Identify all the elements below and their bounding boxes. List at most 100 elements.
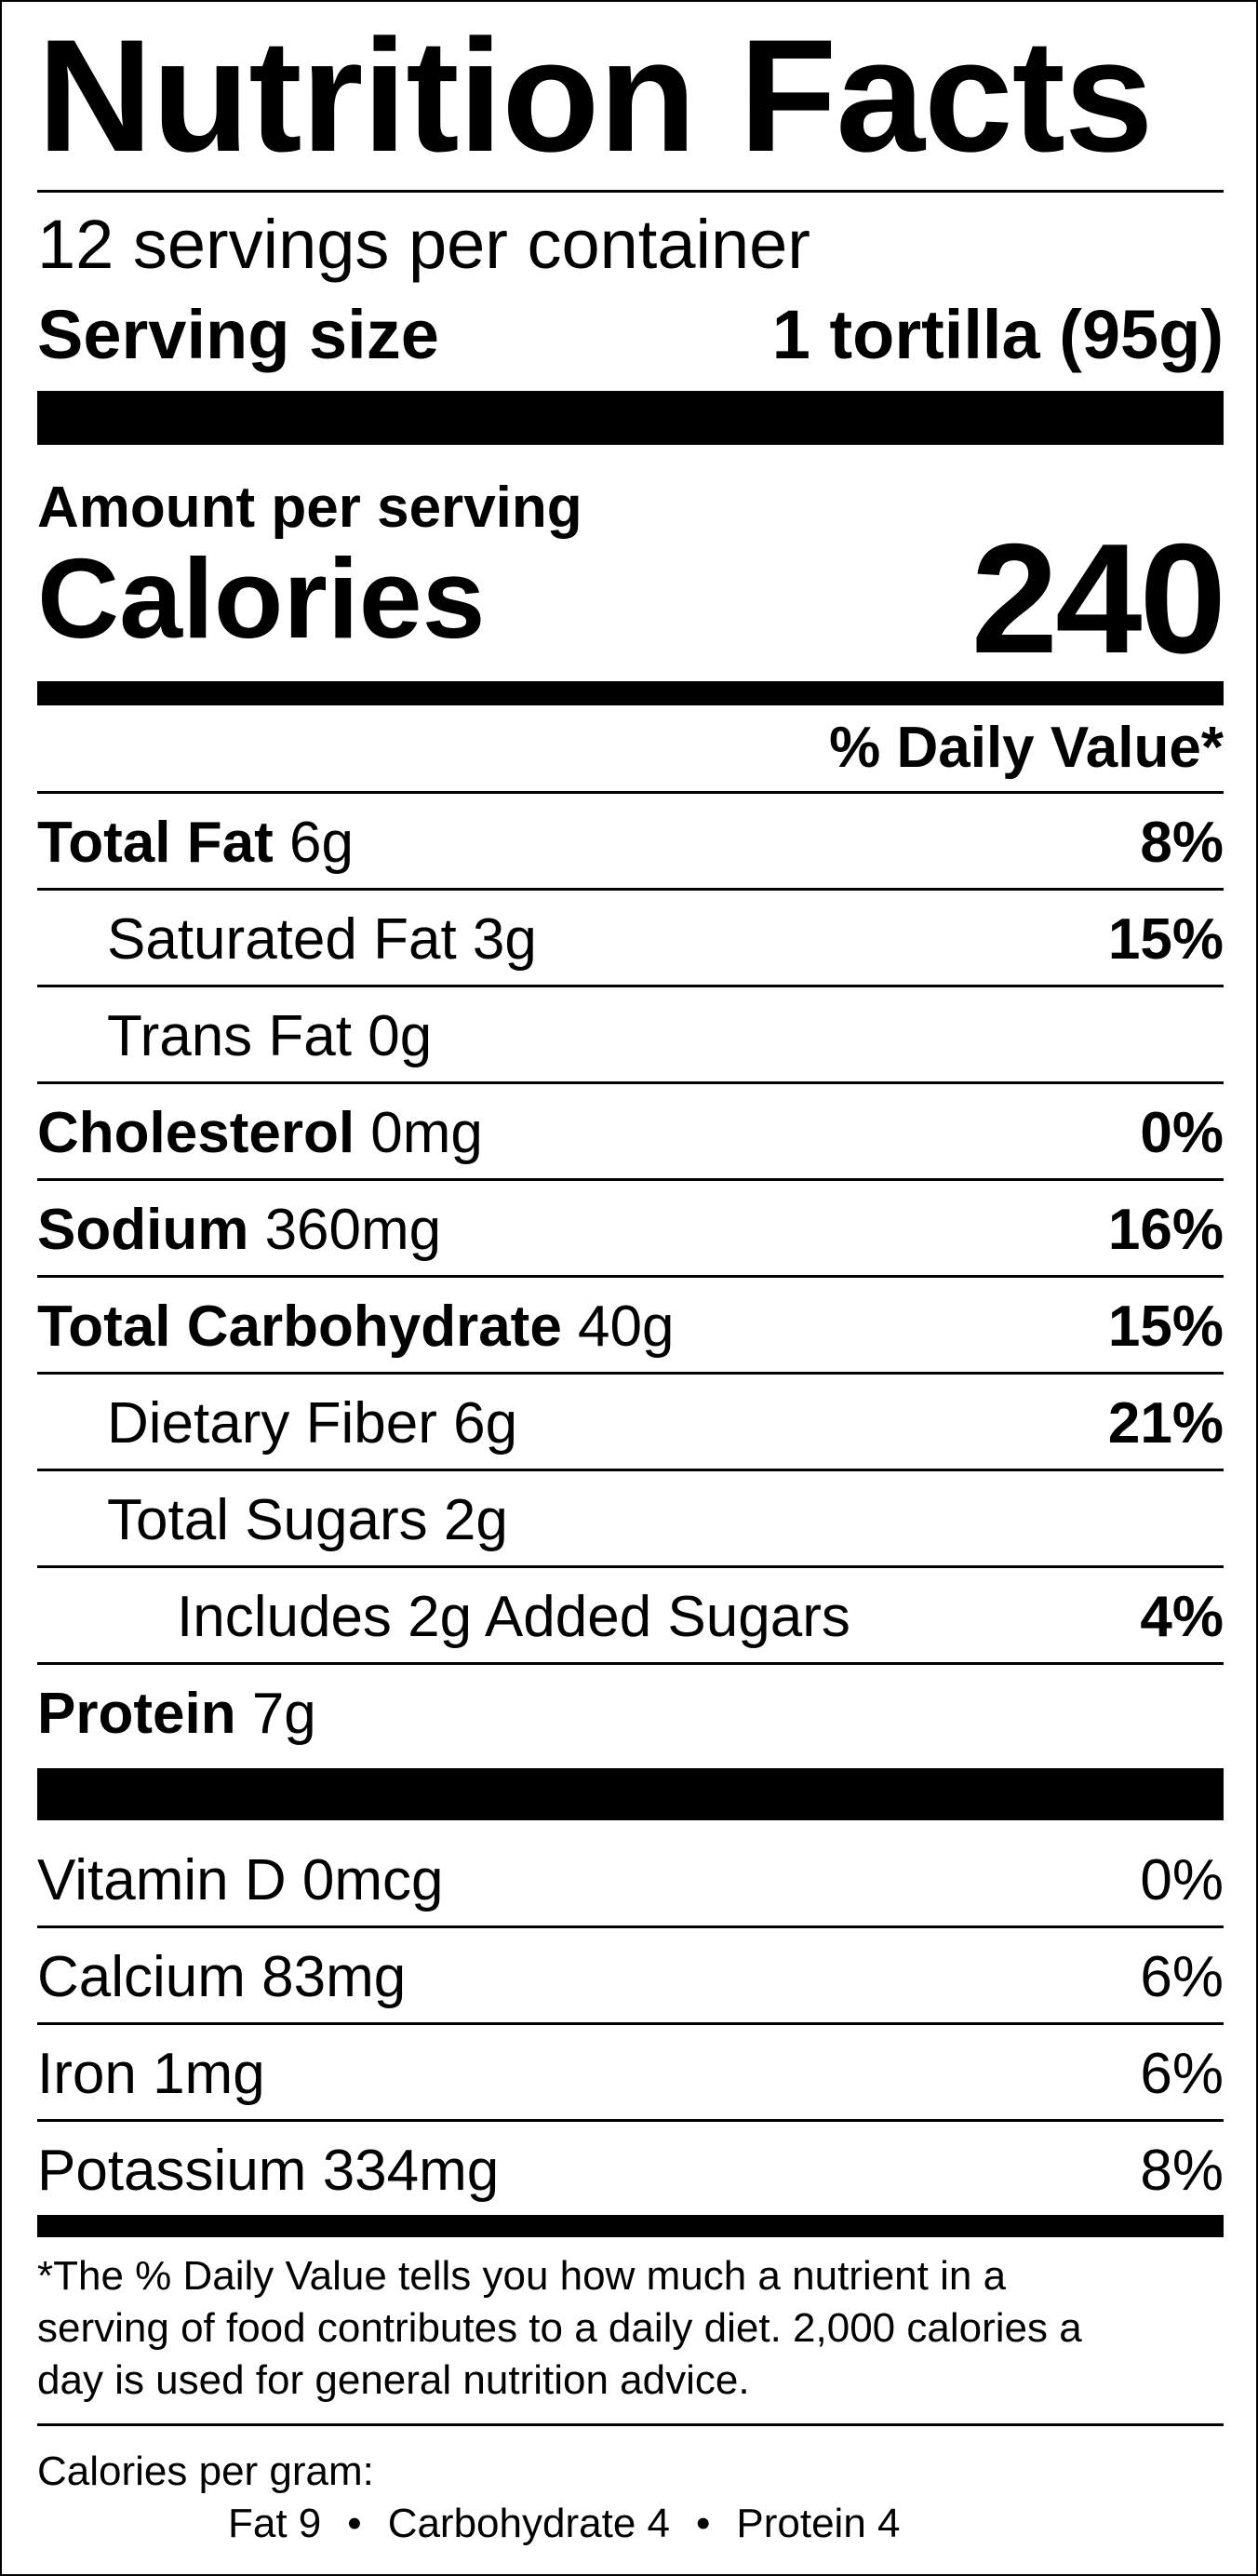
- calories-value: 240: [970, 510, 1226, 686]
- servings-per-container: 12 servings per container: [37, 206, 1224, 283]
- nutrient-name: Trans Fat: [107, 1003, 352, 1068]
- vitamin-divider: [37, 2022, 1224, 2025]
- cpg-carbohydrate: Carbohydrate 4: [387, 2501, 670, 2546]
- vitamin-row: Iron 1mg 6%: [37, 2025, 1224, 2122]
- cpg-protein: Protein 4: [736, 2501, 901, 2546]
- vitamin-daily-value: 0%: [1140, 1847, 1224, 1912]
- nutrient-name: Total Fat: [37, 810, 274, 875]
- nutrient-amount: 0g: [368, 1003, 433, 1068]
- daily-value-header-text: % Daily Value*: [829, 715, 1224, 780]
- nutrient-divider: [37, 1275, 1224, 1278]
- nutrient-amount: 360mg: [264, 1197, 442, 1262]
- nutrient-name: Total Carbohydrate: [37, 1294, 562, 1359]
- nutrient-row: Total Carbohydrate 40g 15%: [37, 1278, 1224, 1375]
- vitamin-divider: [37, 2119, 1224, 2122]
- vitamin-name: Iron: [37, 2041, 137, 2106]
- nutrient-row: Protein 7g: [37, 1665, 1224, 1762]
- nutrient-label: Total Fat 6g: [37, 810, 354, 876]
- nutrient-divider: [37, 1081, 1224, 1084]
- nutrient-row: Total Fat 6g 8%: [37, 794, 1224, 891]
- amount-per-serving: Amount per serving: [37, 465, 1224, 549]
- vitamin-label: Potassium 334mg: [37, 2138, 499, 2204]
- footnote-line: day is used for general nutrition advice…: [37, 2357, 750, 2403]
- footnote: *The % Daily Value tells you how much a …: [37, 2250, 1238, 2407]
- divider-medium: [37, 681, 1224, 705]
- bullet-separator: •: [695, 2501, 711, 2546]
- nutrient-divider: [37, 791, 1224, 794]
- divider-thin-footer: [37, 2423, 1224, 2426]
- nutrient-daily-value: 4%: [1140, 1584, 1224, 1649]
- vitamin-name: Vitamin D: [37, 1847, 287, 1912]
- nutrient-row: Total Sugars 2g: [37, 1471, 1224, 1568]
- nutrient-row: Saturated Fat 3g 15%: [37, 891, 1224, 987]
- nutrient-daily-value: 8%: [1140, 810, 1224, 875]
- nutrient-row: Sodium 360mg 16%: [37, 1181, 1224, 1278]
- nutrient-divider: [37, 1372, 1224, 1375]
- vitamin-label: Calcium 83mg: [37, 1944, 406, 2010]
- nutrient-divider: [37, 888, 1224, 891]
- vitamin-amount: 83mg: [261, 1944, 407, 2009]
- nutrient-daily-value: 21%: [1107, 1390, 1224, 1456]
- nutrient-label: Protein 7g: [37, 1681, 316, 1747]
- nutrient-amount: 6g: [288, 810, 354, 875]
- vitamin-name: Calcium: [37, 1944, 246, 2009]
- calories-per-gram-values: Fat 9 • Carbohydrate 4 • Protein 4: [228, 2498, 901, 2550]
- divider-thick: [37, 391, 1224, 445]
- nutrient-name: Sodium: [37, 1197, 249, 1262]
- nutrient-name: Saturated Fat: [107, 906, 457, 972]
- vitamin-name: Potassium: [37, 2138, 307, 2203]
- nutrient-daily-value: 0%: [1140, 1100, 1224, 1165]
- vitamin-amount: 0mcg: [301, 1847, 444, 1912]
- nutrient-amount: 2g: [443, 1487, 508, 1552]
- nutrient-name: Cholesterol: [37, 1100, 355, 1165]
- nutrient-amount: 7g: [251, 1681, 316, 1746]
- nutrient-amount: 6g: [453, 1390, 518, 1456]
- footnote-line: *The % Daily Value tells you how much a …: [37, 2253, 1007, 2299]
- nutrient-label: Total Carbohydrate 40g: [37, 1294, 675, 1360]
- nutrient-row: Cholesterol 0mg 0%: [37, 1084, 1224, 1181]
- calories-row: Calories 240: [37, 511, 1226, 686]
- vitamin-amount: 334mg: [322, 2138, 500, 2203]
- serving-size-value: 1 tortilla (95g): [771, 295, 1224, 373]
- nutrient-label: Trans Fat 0g: [37, 1003, 432, 1069]
- nutrient-daily-value: 15%: [1107, 906, 1224, 972]
- nutrient-divider: [37, 985, 1224, 987]
- nutrient-divider: [37, 1565, 1224, 1568]
- footnote-line: serving of food contributes to a daily d…: [37, 2305, 1082, 2351]
- vitamin-label: Vitamin D 0mcg: [37, 1847, 443, 1913]
- daily-value-header: % Daily Value*: [37, 707, 1224, 787]
- calories-per-gram-label: Calories per gram:: [37, 2449, 374, 2494]
- label-title: Nutrition Facts: [37, 7, 1154, 185]
- nutrient-divider: [37, 1662, 1224, 1665]
- vitamin-row: Potassium 334mg 8%: [37, 2122, 1224, 2219]
- vitamin-row: Vitamin D 0mcg 0%: [37, 1831, 1224, 1928]
- divider-thin: [37, 190, 1224, 193]
- nutrient-row: Includes 2g Added Sugars 4%: [37, 1568, 1224, 1665]
- nutrient-amount: 0mg: [370, 1100, 483, 1165]
- vitamin-amount: 1mg: [153, 2041, 265, 2106]
- vitamin-daily-value: 6%: [1140, 1944, 1224, 2009]
- vitamin-divider: [37, 1925, 1224, 1928]
- nutrient-label: Includes 2g Added Sugars: [37, 1584, 850, 1650]
- nutrient-daily-value: 15%: [1107, 1294, 1224, 1359]
- vitamin-label: Iron 1mg: [37, 2041, 265, 2107]
- bullet-separator: •: [347, 2501, 362, 2546]
- vitamin-daily-value: 6%: [1140, 2041, 1224, 2106]
- nutrient-name: Includes 2g Added Sugars: [177, 1584, 850, 1649]
- nutrient-name: Dietary Fiber: [107, 1390, 437, 1456]
- nutrient-label: Dietary Fiber 6g: [37, 1390, 517, 1456]
- amount-per-serving-text: Amount per serving: [37, 475, 582, 540]
- nutrient-divider: [37, 1469, 1224, 1471]
- nutrient-daily-value: 16%: [1107, 1197, 1224, 1262]
- vitamin-daily-value: 8%: [1140, 2138, 1224, 2203]
- divider-thick-vitamins: [37, 1768, 1224, 1820]
- nutrient-divider: [37, 1178, 1224, 1181]
- nutrient-row: Trans Fat 0g: [37, 987, 1224, 1084]
- nutrient-row: Dietary Fiber 6g 21%: [37, 1375, 1224, 1471]
- nutrient-label: Total Sugars 2g: [37, 1487, 508, 1553]
- cpg-fat: Fat 9: [228, 2501, 322, 2546]
- vitamin-row: Calcium 83mg 6%: [37, 1928, 1224, 2025]
- nutrient-amount: 40g: [578, 1294, 675, 1359]
- nutrient-label: Cholesterol 0mg: [37, 1100, 483, 1166]
